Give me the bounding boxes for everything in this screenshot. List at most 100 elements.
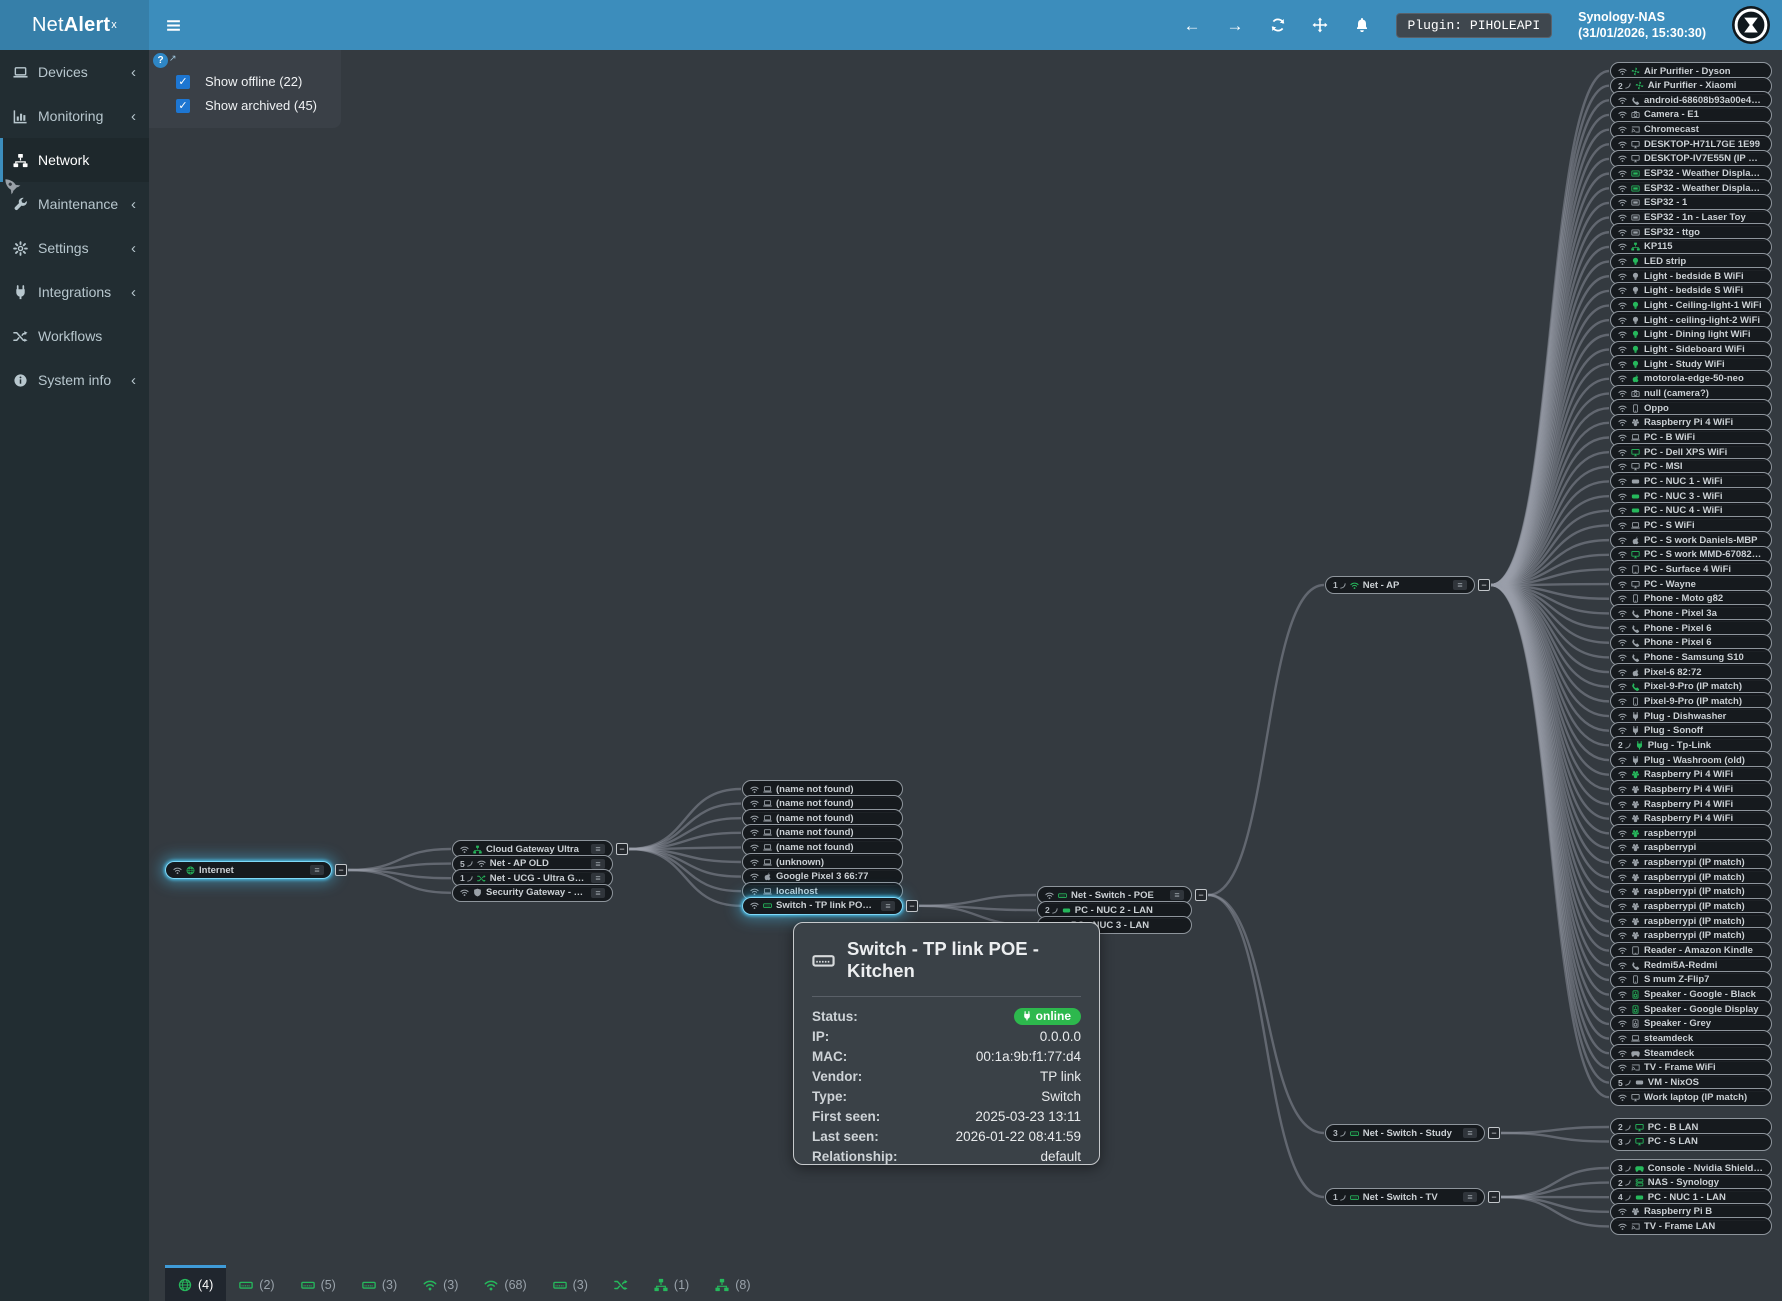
node-menu-button[interactable] bbox=[591, 887, 605, 898]
device-node-label: Net - AP bbox=[1362, 579, 1400, 591]
back-button[interactable]: ← bbox=[1183, 15, 1201, 35]
tab-count: (5) bbox=[320, 1277, 336, 1292]
arc-icon bbox=[1051, 907, 1058, 914]
shuffle-icon bbox=[13, 329, 28, 344]
device-node[interactable]: 3 PC - S LAN bbox=[1610, 1132, 1772, 1151]
wifi-icon bbox=[1618, 887, 1627, 896]
device-node[interactable]: Internet bbox=[165, 861, 332, 879]
parent-tab-1[interactable]: (4) bbox=[165, 1265, 227, 1301]
app-logo[interactable]: Net Alert x bbox=[0, 0, 149, 50]
tooltip-row-label: Vendor: bbox=[812, 1068, 863, 1084]
collapse-node-button[interactable]: − bbox=[906, 899, 918, 912]
wifi-icon bbox=[1618, 624, 1627, 633]
device-node[interactable]: 1 Net - Switch - TV bbox=[1325, 1188, 1485, 1206]
edge bbox=[1490, 436, 1610, 587]
child-count: 5 bbox=[1618, 1077, 1623, 1088]
device-node[interactable]: Switch - TP link POE - Kitchen bbox=[742, 896, 903, 915]
checkbox-checked-icon[interactable] bbox=[176, 74, 190, 89]
collapse-node-button[interactable]: − bbox=[1478, 579, 1490, 591]
sidebar-item-maintenance[interactable]: Maintenance ‹ bbox=[0, 182, 149, 226]
collapse-node-button[interactable]: − bbox=[1488, 1127, 1500, 1139]
speaker-icon bbox=[1631, 1019, 1640, 1028]
wifi-icon bbox=[1618, 184, 1627, 193]
parent-tab-5[interactable]: (3) bbox=[410, 1265, 471, 1301]
avatar[interactable] bbox=[1732, 6, 1770, 44]
parent-tab-3[interactable]: (5) bbox=[288, 1265, 349, 1301]
bulb-icon bbox=[1631, 286, 1640, 295]
hub-icon bbox=[654, 1278, 668, 1292]
wifi-icon bbox=[1618, 125, 1627, 134]
parent-tab-6[interactable]: (68) bbox=[471, 1265, 539, 1301]
tab-count: (4) bbox=[198, 1277, 214, 1292]
device-node[interactable]: 3 Net - Switch - Study bbox=[1325, 1124, 1485, 1142]
parent-tab-4[interactable]: (3) bbox=[349, 1265, 410, 1301]
show-archived-checkbox[interactable]: Show archived (45) bbox=[176, 98, 317, 113]
forward-button[interactable]: → bbox=[1226, 15, 1244, 35]
device-node-label: Plug - Washroom (old) bbox=[1644, 754, 1745, 766]
wifi-icon bbox=[750, 858, 759, 867]
device-node-label: (name not found) bbox=[776, 783, 854, 795]
edge bbox=[918, 904, 1037, 912]
sidebar-item-monitoring[interactable]: Monitoring ‹ bbox=[0, 94, 149, 138]
parent-tab-2[interactable]: (2) bbox=[226, 1265, 287, 1301]
wrench-icon bbox=[13, 197, 28, 212]
notifications-button[interactable] bbox=[1354, 17, 1370, 33]
node-menu-button[interactable] bbox=[1463, 1192, 1477, 1202]
wifi-icon bbox=[423, 1278, 437, 1292]
bulb-icon bbox=[1631, 330, 1640, 339]
parent-tab-10[interactable]: (8) bbox=[702, 1265, 763, 1301]
node-menu-button[interactable] bbox=[591, 844, 605, 854]
device-node-label: ESP32 - Weather Display (bl... bbox=[1644, 168, 1764, 180]
handset-icon bbox=[1631, 638, 1640, 647]
sidebar-item-network[interactable]: Network bbox=[0, 138, 149, 182]
show-offline-checkbox[interactable]: Show offline (22) bbox=[176, 74, 302, 89]
shuffle-icon bbox=[614, 1278, 628, 1292]
monitor-icon bbox=[1631, 462, 1640, 471]
parent-tab-9[interactable]: (1) bbox=[641, 1265, 702, 1301]
parent-tab-7[interactable]: (3) bbox=[540, 1265, 601, 1301]
speaker-icon bbox=[1631, 990, 1640, 999]
node-menu-button[interactable] bbox=[881, 900, 895, 911]
sidebar-item-workflows[interactable]: Workflows bbox=[0, 314, 149, 358]
gamepad-icon bbox=[1635, 1164, 1644, 1173]
help-icon[interactable]: ? bbox=[153, 53, 168, 68]
parent-tab-8[interactable] bbox=[601, 1265, 641, 1301]
device-node[interactable]: 1 Net - AP bbox=[1325, 576, 1475, 594]
wifi-icon bbox=[1618, 1005, 1627, 1014]
raspberry-icon bbox=[1631, 418, 1640, 427]
device-node[interactable]: Security Gateway - USG bbox=[452, 883, 613, 902]
wifi-icon bbox=[1618, 198, 1627, 207]
sidebar-item-label: System info bbox=[38, 372, 112, 388]
sidebar-item-integrations[interactable]: Integrations ‹ bbox=[0, 270, 149, 314]
node-menu-button[interactable] bbox=[1463, 1128, 1477, 1138]
pan-button[interactable] bbox=[1312, 17, 1328, 33]
raspberry-icon bbox=[1631, 1207, 1640, 1216]
device-node[interactable]: Work laptop (IP match) bbox=[1610, 1088, 1772, 1107]
sidebar-toggle-button[interactable] bbox=[165, 17, 182, 34]
child-count: 2 bbox=[1618, 1122, 1623, 1132]
node-menu-button[interactable] bbox=[1170, 890, 1184, 900]
edge bbox=[1490, 583, 1610, 615]
apple-icon bbox=[763, 872, 772, 881]
sidebar-item-settings[interactable]: Settings ‹ bbox=[0, 226, 149, 270]
sidebar-item-devices[interactable]: Devices ‹ bbox=[0, 50, 149, 94]
node-menu-button[interactable] bbox=[310, 865, 324, 875]
collapse-node-button[interactable]: − bbox=[1195, 889, 1207, 901]
bulb-icon bbox=[1631, 257, 1640, 266]
collapse-node-button[interactable]: − bbox=[335, 864, 347, 876]
node-menu-button[interactable] bbox=[591, 858, 605, 869]
help-link[interactable]: ? ↗ bbox=[153, 53, 177, 68]
device-node-label: Pixel-9-Pro (IP match) bbox=[1644, 681, 1743, 693]
collapse-node-button[interactable]: − bbox=[616, 843, 628, 855]
wifi-icon bbox=[750, 901, 759, 910]
checkbox-checked-icon[interactable] bbox=[176, 98, 190, 113]
edge bbox=[1490, 583, 1610, 908]
node-menu-button[interactable] bbox=[1453, 580, 1467, 590]
device-node-label: Cloud Gateway Ultra bbox=[486, 843, 579, 855]
external-link-icon: ↗ bbox=[169, 53, 177, 63]
device-node[interactable]: TV - Frame LAN bbox=[1610, 1217, 1772, 1236]
refresh-button[interactable] bbox=[1270, 17, 1286, 33]
node-menu-button[interactable] bbox=[591, 873, 605, 884]
sidebar-item-system-info[interactable]: System info ‹ bbox=[0, 358, 149, 402]
collapse-node-button[interactable]: − bbox=[1488, 1191, 1500, 1203]
